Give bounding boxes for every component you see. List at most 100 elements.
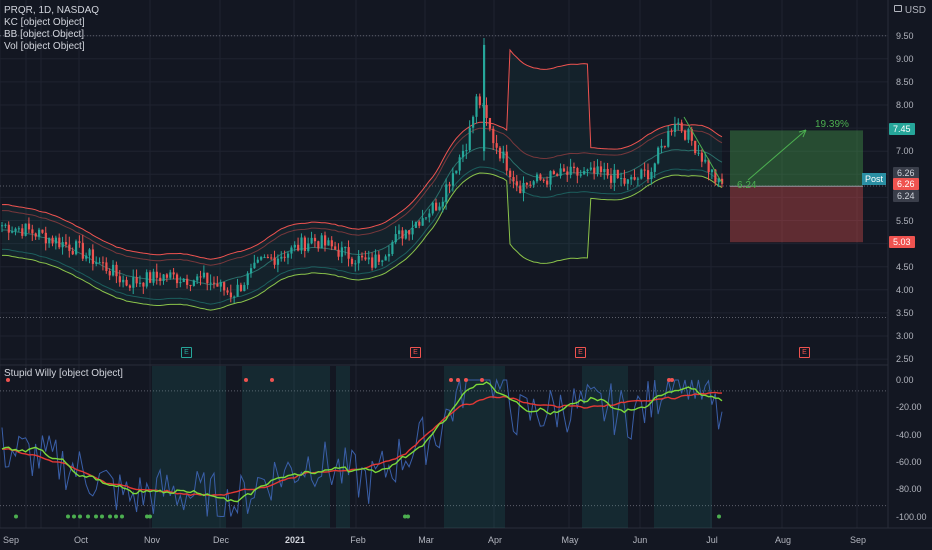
candle-body xyxy=(125,279,128,286)
sell-signal-dot xyxy=(270,378,274,382)
candle-body xyxy=(64,242,68,245)
candle-body xyxy=(149,272,152,283)
candle-body xyxy=(122,279,125,283)
price-tick: 5.50 xyxy=(896,215,914,226)
candle-body xyxy=(1,225,4,227)
price-tick: 3.00 xyxy=(896,331,914,341)
candle-body xyxy=(525,182,529,185)
candle-body xyxy=(105,262,108,271)
time-tick: Jun xyxy=(632,535,648,545)
candle-body xyxy=(371,257,374,268)
candle-body xyxy=(58,237,61,248)
kc-indicator-label[interactable]: KC [object Object] xyxy=(4,17,85,28)
candle-body xyxy=(421,218,424,226)
candle-body xyxy=(11,231,14,233)
candle-body xyxy=(475,96,478,117)
symbol-title[interactable]: PRQR, 1D, NASDAQ xyxy=(4,5,100,16)
candle-body xyxy=(509,170,512,178)
candle-body xyxy=(411,227,414,235)
oscillator-fast-line xyxy=(1,378,723,517)
candle-body xyxy=(630,177,633,180)
sell-signal-dot xyxy=(449,378,453,382)
candle-body xyxy=(273,257,276,265)
candle-body xyxy=(4,224,7,226)
candle-body xyxy=(694,140,697,154)
earnings-marker[interactable]: E xyxy=(575,347,586,358)
earnings-marker[interactable]: E xyxy=(799,347,810,358)
candle-body xyxy=(128,285,132,288)
arrow-head xyxy=(798,129,807,138)
candle-body xyxy=(697,152,700,154)
post-market-label: Post xyxy=(862,173,887,185)
bb-fill xyxy=(2,50,722,311)
candle-body xyxy=(179,282,182,284)
price-tick: 9.00 xyxy=(896,53,914,64)
candle-body xyxy=(112,264,115,276)
bb-indicator-label[interactable]: BB [object Object] xyxy=(4,29,85,40)
sell-signal-dot xyxy=(667,378,671,382)
oscillator-label[interactable]: Stupid Willy [object Object] xyxy=(4,368,123,379)
oscillator-tick: -60.00 xyxy=(896,456,922,467)
candle-body xyxy=(236,284,239,297)
candle-body xyxy=(169,272,172,278)
candle-body xyxy=(357,255,360,264)
candle-body xyxy=(690,129,693,141)
candle-body xyxy=(556,174,559,176)
candle-body xyxy=(646,170,650,180)
candle-body xyxy=(505,151,508,171)
candle-body xyxy=(663,145,667,147)
oscillator-tick: -40.00 xyxy=(896,429,922,440)
candle-body xyxy=(283,256,286,258)
candle-body xyxy=(270,257,273,259)
candle-body xyxy=(576,168,579,176)
candle-body xyxy=(78,241,81,243)
drawn-trend-line xyxy=(683,116,723,184)
candle-body xyxy=(17,228,21,230)
candle-body xyxy=(498,147,502,159)
candle-body xyxy=(714,169,717,183)
buy-signal-dot xyxy=(100,514,104,519)
candle-body xyxy=(603,168,606,173)
candle-body xyxy=(88,249,91,256)
earnings-marker[interactable]: E xyxy=(181,347,192,358)
target-price-tag: 7.45 xyxy=(889,123,915,135)
candle-body xyxy=(61,242,64,248)
post-price-tag: 6.26 xyxy=(893,167,919,179)
candle-body xyxy=(535,174,539,182)
candle-body xyxy=(223,282,226,291)
candle-body xyxy=(266,257,269,259)
candle-body xyxy=(98,262,101,264)
candle-body xyxy=(354,263,357,265)
candle-body xyxy=(441,201,444,207)
earnings-marker[interactable]: E xyxy=(410,347,421,358)
candle-body xyxy=(599,166,603,173)
candle-body xyxy=(313,237,317,242)
buy-signal-dot xyxy=(78,514,82,519)
time-tick: Nov xyxy=(143,535,161,545)
candle-body xyxy=(519,185,522,194)
price-tick: 9.50 xyxy=(896,30,914,41)
price-tick: 8.00 xyxy=(896,100,914,110)
buy-signal-dot xyxy=(145,514,149,519)
candle-body xyxy=(44,232,47,244)
candle-body xyxy=(562,168,566,172)
candle-body xyxy=(132,277,135,288)
candle-body xyxy=(483,44,486,152)
candle-body xyxy=(320,235,323,249)
candle-body xyxy=(589,167,592,170)
time-tick: Sep xyxy=(849,535,867,545)
candle-body xyxy=(209,282,212,284)
long-position-tool[interactable] xyxy=(683,116,863,243)
candle-body xyxy=(155,271,158,278)
candle-body xyxy=(165,274,169,278)
buy-signal-dot xyxy=(120,514,124,519)
buy-signal-dot xyxy=(148,514,152,519)
candle-body xyxy=(286,253,290,258)
candle-body xyxy=(566,171,569,175)
candle-body xyxy=(387,253,391,257)
currency-label[interactable]: USD xyxy=(893,5,926,16)
chart-legend: PRQR, 1D, NASDAQ KC [object Object] BB [… xyxy=(4,5,99,53)
candle-body xyxy=(38,229,41,237)
vol-indicator-label[interactable]: Vol [object Object] xyxy=(4,41,85,52)
